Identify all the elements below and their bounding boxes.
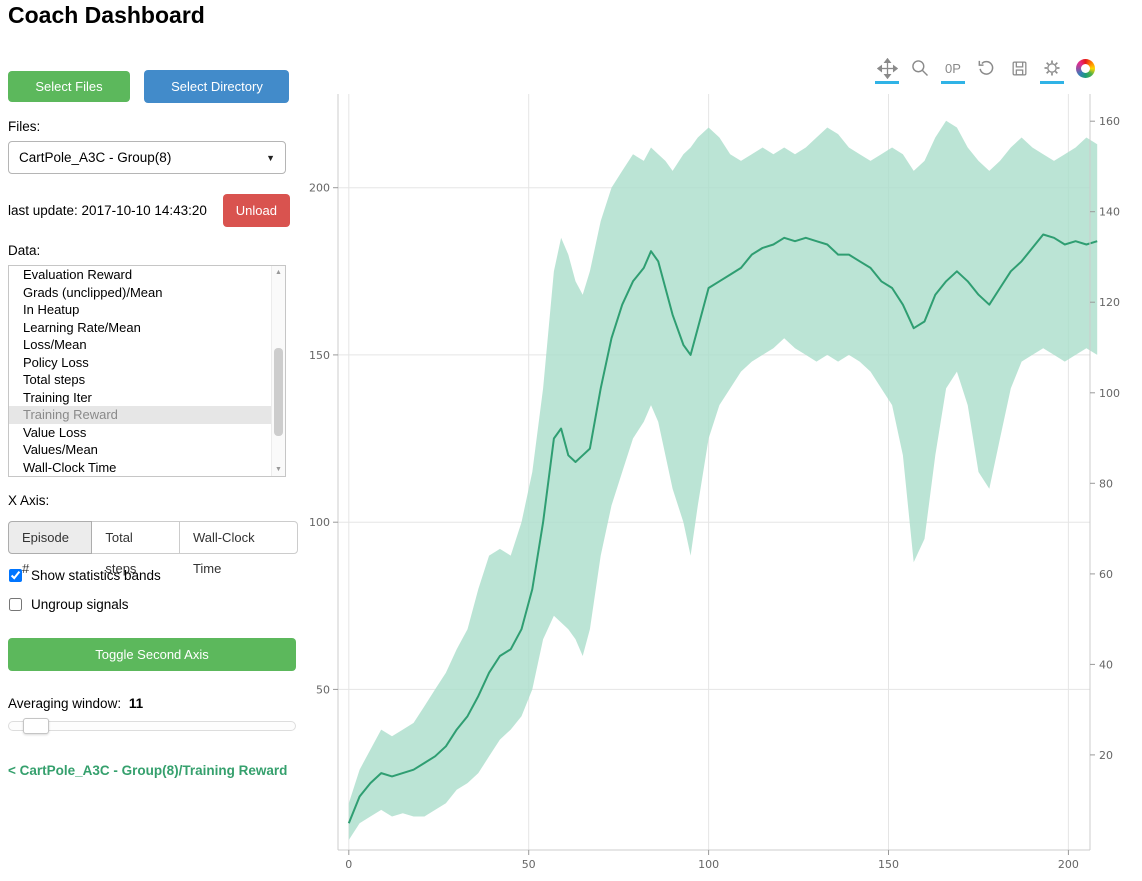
data-list-item[interactable]: Value Loss [23,424,87,440]
ungroup-row: Ungroup signals [8,597,298,612]
files-label: Files: [8,119,41,134]
files-dropdown-value: CartPole_A3C - Group(8) [19,150,172,165]
hover-tool-icon[interactable] [1039,56,1065,84]
pan-tool-icon[interactable] [874,56,900,84]
chevron-down-icon: ▼ [266,153,275,163]
data-label: Data: [8,243,41,258]
svg-text:100: 100 [309,516,330,529]
last-update-row: last update: 2017-10-10 14:43:20 Unload [8,194,298,227]
svg-text:0: 0 [345,858,352,871]
scroll-up-icon[interactable]: ▲ [275,269,282,276]
save-tool-icon[interactable] [1006,56,1032,80]
wheel-zoom-tool-icon[interactable]: 0P [940,56,966,84]
averaging-window-slider[interactable] [8,718,296,734]
data-list-item[interactable]: Grads (unclipped)/Mean [23,284,163,300]
select-directory-button[interactable]: Select Directory [144,70,290,103]
training-reward-plot[interactable]: 0 50 100 150 200 50 100 150 200 20 40 60 80 100 120 140… [300,86,1142,878]
bokeh-logo-ring [1075,58,1095,78]
svg-text:100: 100 [1099,387,1120,400]
data-list-item[interactable]: In Heatup [23,302,80,317]
svg-text:50: 50 [522,858,536,871]
svg-text:200: 200 [1058,858,1079,871]
svg-text:150: 150 [878,858,899,871]
show-bands-checkbox[interactable] [9,569,22,582]
file-buttons-row: Select Files Select Directory [8,70,298,103]
last-update-text: last update: 2017-10-10 14:43:20 [8,203,207,218]
svg-text:100: 100 [698,858,719,871]
files-dropdown[interactable]: CartPole_A3C - Group(8) ▼ [8,141,286,174]
averaging-window-label: Averaging window: [8,696,122,711]
x-axis-option-button[interactable]: Wall-Clock Time [178,521,298,576]
show-bands-label[interactable]: Show statistics bands [31,568,161,583]
averaging-window-value: 11 [128,696,144,711]
data-list-item[interactable]: Wall-Clock Time [23,459,117,475]
svg-text:120: 120 [1099,296,1120,309]
svg-text:140: 140 [1099,206,1120,219]
data-list-item[interactable]: Evaluation Reward [23,267,133,282]
svg-text:60: 60 [1099,568,1113,581]
data-list-item[interactable]: Policy Loss [23,354,89,370]
data-list-scrollbar[interactable]: ▲ ▼ [271,266,285,476]
ungroup-signals-checkbox[interactable] [9,598,22,611]
data-list-item[interactable]: Learning Rate/Mean [23,319,141,335]
ungroup-signals-label[interactable]: Ungroup signals [31,597,129,612]
select-files-button[interactable]: Select Files [8,71,130,102]
data-list: Evaluation Reward Grads (unclipped)/Mean I… [8,265,286,477]
page-title: Coach Dashboard [8,2,205,28]
data-list-item[interactable]: Training Iter [23,389,92,405]
breadcrumb[interactable]: < CartPole_A3C - Group(8)/Training Rewar… [8,763,288,778]
unload-button[interactable]: Unload [222,194,290,227]
svg-text:150: 150 [309,349,330,362]
data-list-items: Evaluation Reward Grads (unclipped)/Mean I… [9,266,285,476]
scrollbar-thumb[interactable] [274,348,283,436]
svg-text:80: 80 [1099,477,1113,490]
x-axis-label: X Axis: [8,493,50,508]
svg-text:200: 200 [309,182,330,195]
data-list-item[interactable]: Total steps [23,372,86,387]
scroll-down-icon[interactable]: ▼ [275,466,282,473]
bokeh-logo[interactable] [1072,56,1098,80]
chart-area: 0P 0 50 100 150 200 50 100 150 200 20 40 60 80 100 120… [300,48,1142,881]
x-axis-button-group: Episode # Total steps Wall-Clock Time [8,521,298,576]
svg-text:50: 50 [316,683,330,696]
show-bands-row: Show statistics bands [8,568,298,583]
sidebar: Select Files Select Directory Files: Car… [8,70,298,778]
x-axis-option-button[interactable]: Total steps [91,521,180,576]
box-zoom-tool-icon[interactable] [907,56,933,80]
svg-text:160: 160 [1099,115,1120,128]
averaging-window-row: Averaging window: 11 [8,696,298,711]
x-axis-option-button[interactable]: Episode # [8,521,93,576]
toggle-second-axis-button[interactable]: Toggle Second Axis [8,638,296,671]
svg-text:40: 40 [1099,658,1113,671]
reset-tool-icon[interactable] [973,56,999,80]
data-list-item[interactable]: Loss/Mean [23,337,87,352]
data-list-item[interactable]: Training Reward [9,406,285,424]
slider-handle[interactable] [23,718,49,734]
svg-text:20: 20 [1099,749,1113,762]
bokeh-toolbar: 0P [867,56,1098,84]
data-list-item[interactable]: Values/Mean [23,442,98,457]
